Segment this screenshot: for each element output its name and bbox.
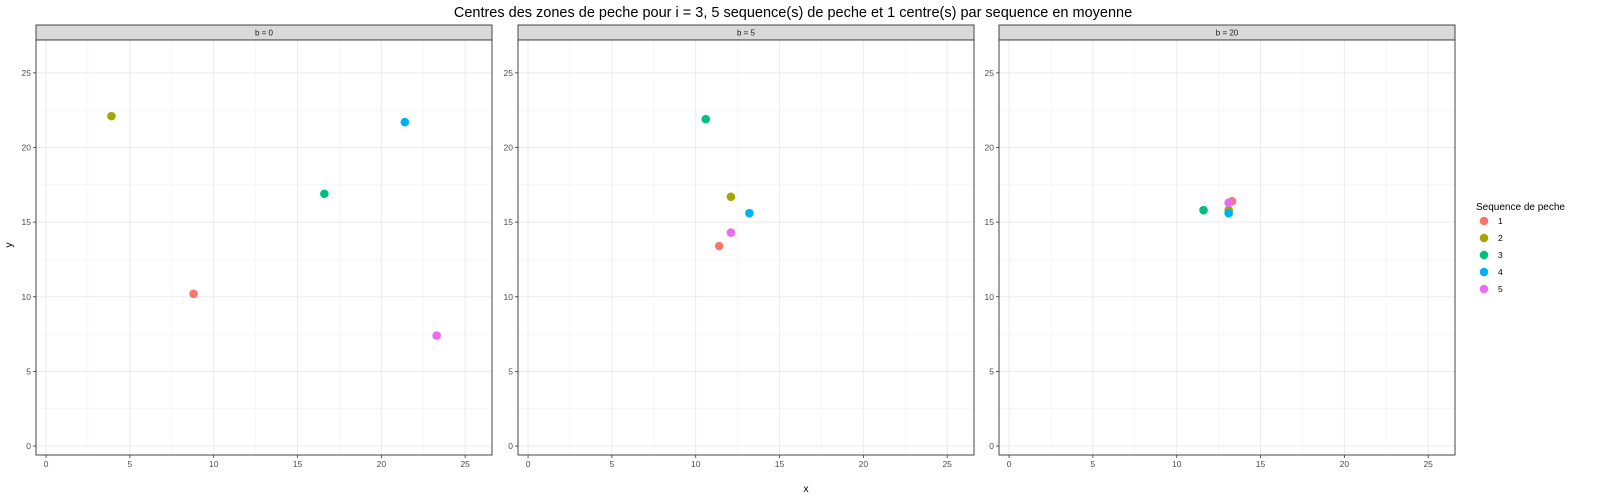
panel-1: b = 0 0 5 10 15 20 25 0 5 10 15 20 25	[22, 24, 493, 469]
x-tick-label: 10	[691, 459, 701, 469]
x-tick-label: 0	[526, 459, 531, 469]
legend-label-seq-4: 4	[1498, 267, 1503, 277]
x-tick-label: 10	[1172, 459, 1182, 469]
x-tick-label: 0	[1007, 459, 1012, 469]
data-point-seq-4	[1224, 208, 1233, 218]
legend-key-seq-5	[1479, 284, 1489, 294]
panel-border	[517, 39, 975, 456]
data-point-seq-5	[432, 331, 441, 340]
legend-key-seq-3	[1479, 250, 1489, 260]
y-tick-label: 10	[504, 292, 514, 302]
facet-strip-label: b = 5	[737, 29, 756, 38]
legend-title: Sequence de peche	[1476, 202, 1565, 213]
x-tick-label: 5	[1091, 459, 1096, 469]
y-tick-label: 5	[989, 366, 994, 376]
panel-background	[999, 40, 1455, 455]
y-tick-label: 0	[508, 441, 513, 451]
y-tick-label: 20	[985, 142, 995, 152]
x-tick-label: 15	[775, 459, 785, 469]
x-tick-label: 25	[942, 459, 952, 469]
y-tick-label: 15	[504, 217, 514, 227]
y-tick-label: 25	[504, 68, 514, 78]
panel-border	[998, 39, 1456, 456]
legend-entries: 1 2 3 4 5	[1479, 216, 1503, 294]
data-point-seq-3	[701, 114, 711, 124]
facet-strip-label: b = 20	[1216, 29, 1239, 38]
y-tick-label: 20	[504, 142, 514, 152]
y-tick-label: 15	[985, 217, 995, 227]
y-tick-label: 10	[985, 292, 995, 302]
x-tick-label: 20	[859, 459, 869, 469]
y-tick-label: 0	[26, 441, 31, 451]
legend-key-seq-1	[1479, 216, 1489, 226]
data-point-seq-3	[1199, 205, 1208, 215]
x-tick-label: 0	[44, 459, 49, 469]
legend-label-seq-3: 3	[1498, 250, 1503, 260]
data-point-seq-4	[400, 117, 410, 127]
data-point-seq-3	[320, 189, 329, 199]
y-tick-label: 0	[989, 441, 994, 451]
y-tick-label: 20	[22, 142, 32, 152]
data-point-seq-2	[107, 111, 116, 121]
y-tick-label: 5	[508, 366, 513, 376]
legend-key-seq-2	[1479, 233, 1489, 243]
data-point-seq-4	[745, 208, 754, 218]
x-tick-label: 20	[1340, 459, 1350, 469]
facet-strip-label: b = 0	[255, 29, 274, 38]
panels: b = 0 0 5 10 15 20 25 0 5 10 15 20 25 b = 5 0 5 10 15 20 25…	[22, 24, 1456, 469]
data-point-seq-1	[714, 241, 724, 251]
x-tick-label: 25	[460, 459, 470, 469]
x-tick-label: 20	[377, 459, 387, 469]
x-tick-label: 15	[1256, 459, 1266, 469]
legend-key-seq-4	[1479, 267, 1489, 277]
panel-background	[518, 40, 974, 455]
data-point-seq-2	[726, 192, 736, 202]
panel-3: b = 20 0 5 10 15 20 25 0 5 10 15 20 25	[985, 24, 1456, 469]
data-point-seq-1	[189, 289, 198, 299]
legend-label-seq-5: 5	[1498, 284, 1503, 294]
legend-label-seq-1: 1	[1498, 216, 1503, 226]
legend-label-seq-2: 2	[1498, 233, 1503, 243]
panel-border	[35, 39, 493, 456]
y-axis-title: y	[3, 242, 15, 248]
y-tick-label: 10	[22, 292, 32, 302]
data-point-seq-5	[1224, 198, 1233, 208]
y-tick-label: 25	[985, 68, 995, 78]
x-tick-label: 10	[209, 459, 219, 469]
y-tick-label: 15	[22, 217, 32, 227]
x-tick-label: 25	[1423, 459, 1433, 469]
x-tick-label: 5	[128, 459, 133, 469]
x-tick-label: 5	[610, 459, 615, 469]
panel-background	[36, 40, 492, 455]
panel-2: b = 5 0 5 10 15 20 25 0 5 10 15 20 25	[504, 24, 975, 469]
data-point-seq-5	[726, 228, 736, 237]
x-axis-title: x	[803, 483, 809, 495]
x-tick-label: 15	[293, 459, 303, 469]
chart-title: Centres des zones de peche pour i = 3, 5…	[454, 5, 1132, 21]
legend: Sequence de peche 1 2 3 4 5	[1476, 202, 1565, 294]
y-tick-label: 5	[26, 366, 31, 376]
y-tick-label: 25	[22, 68, 32, 78]
